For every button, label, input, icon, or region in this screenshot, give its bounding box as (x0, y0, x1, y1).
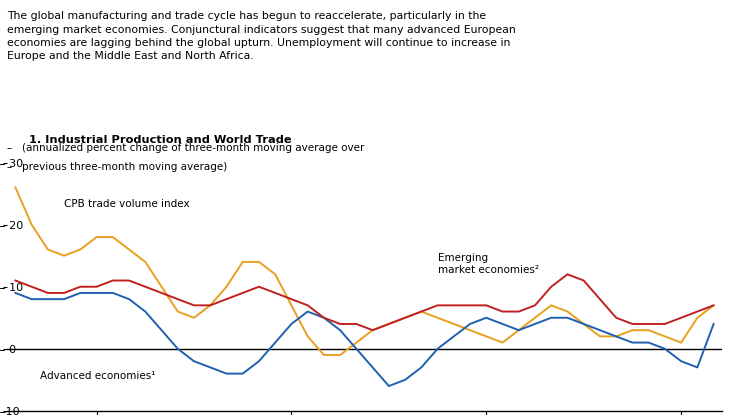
Text: Emerging
market economies²: Emerging market economies² (437, 253, 539, 275)
Text: –   previous three-month moving average): – previous three-month moving average) (7, 162, 227, 172)
Text: Advanced economies¹: Advanced economies¹ (40, 371, 155, 381)
Text: The global manufacturing and trade cycle has begun to reaccelerate, particularly: The global manufacturing and trade cycle… (7, 11, 516, 61)
Text: –   (annualized percent change of three-month moving average over: – (annualized percent change of three-mo… (7, 143, 364, 153)
Text: CPB trade volume index: CPB trade volume index (64, 199, 190, 209)
Text: 1. Industrial Production and World Trade: 1. Industrial Production and World Trade (28, 135, 292, 145)
